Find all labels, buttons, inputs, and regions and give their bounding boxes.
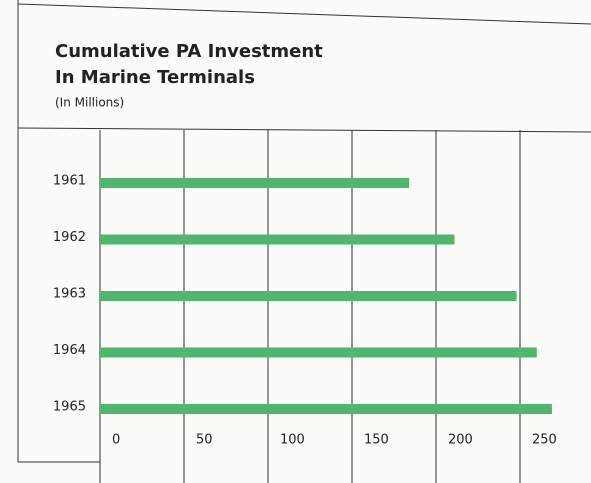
x-tick-label: 250 bbox=[532, 433, 557, 448]
y-tick-label: 1961 bbox=[53, 174, 86, 189]
y-tick-label: 1963 bbox=[53, 287, 86, 302]
bar bbox=[100, 178, 410, 188]
x-tick-label: 150 bbox=[364, 433, 389, 448]
x-tick-label: 200 bbox=[448, 433, 473, 448]
y-tick-label: 1962 bbox=[53, 230, 86, 245]
frame-divider bbox=[17, 127, 591, 133]
bar bbox=[100, 234, 455, 245]
y-tick-label: 1964 bbox=[53, 343, 86, 358]
chart-subtitle: (In Millions) bbox=[55, 96, 124, 110]
bar bbox=[100, 347, 537, 358]
x-tick-label: 0 bbox=[112, 433, 120, 448]
bar bbox=[100, 404, 552, 414]
chart-title: Cumulative PA Investment bbox=[55, 41, 323, 62]
x-tick-label: 100 bbox=[280, 433, 305, 448]
bar bbox=[100, 291, 517, 301]
chart-title: In Marine Terminals bbox=[55, 67, 255, 88]
x-tick-label: 50 bbox=[196, 433, 213, 448]
frame-top bbox=[17, 3, 591, 25]
y-tick-label: 1965 bbox=[53, 400, 86, 415]
